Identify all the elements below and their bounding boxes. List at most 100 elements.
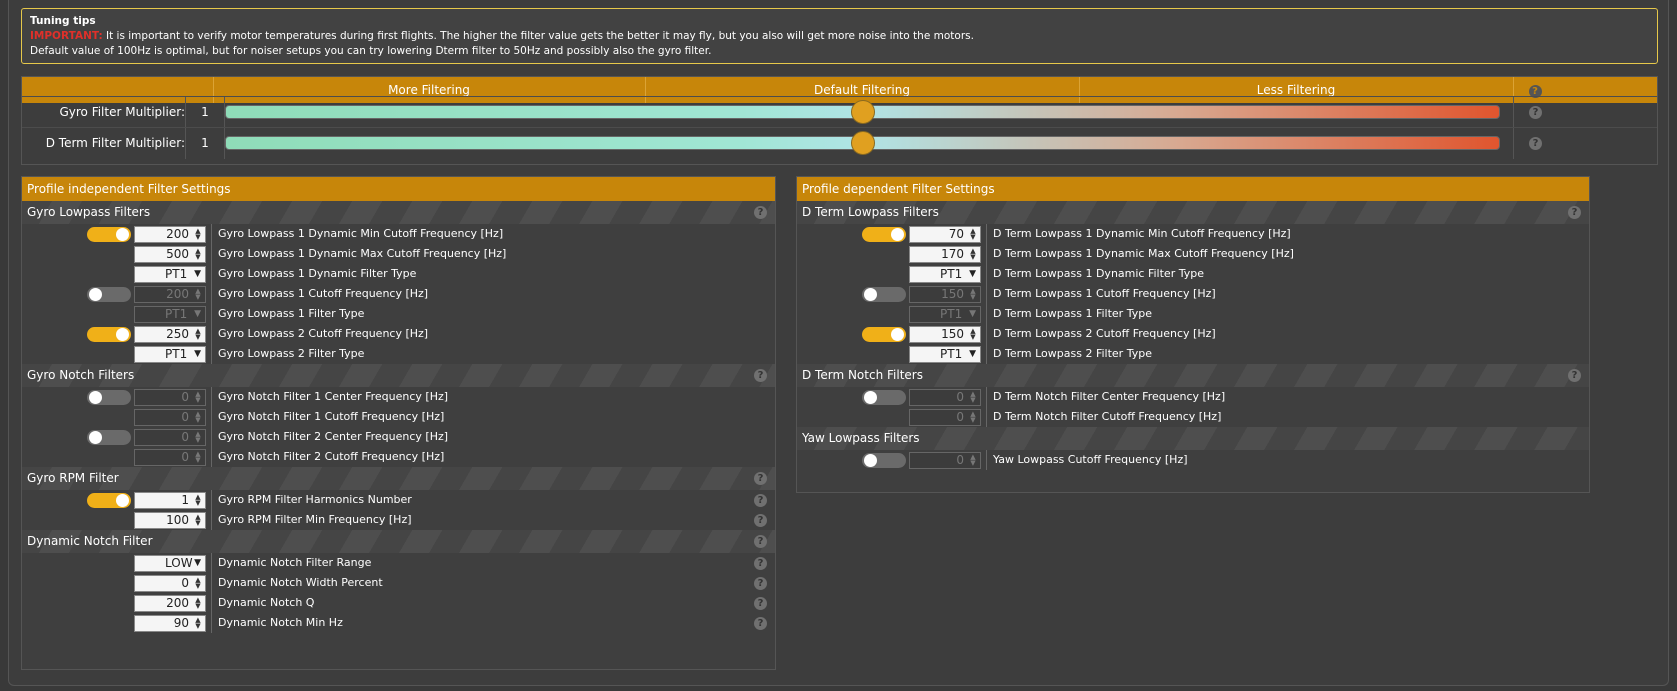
spinner-arrows-icon[interactable]: ▲ ▼ — [970, 247, 976, 261]
spinner-arrows-icon[interactable]: ▲ ▼ — [195, 227, 201, 241]
gyro-notch-number-input[interactable]: 0 ▲ ▼ — [134, 389, 206, 406]
gyro-notch-help-icon[interactable]: ? — [754, 369, 767, 382]
dterm-lowpass-number-input[interactable]: 150 ▲ ▼ — [909, 286, 981, 303]
spinner-arrows-icon[interactable]: ▲ ▼ — [195, 410, 201, 424]
dynamic-notch-help-icon[interactable]: ? — [754, 557, 767, 570]
input-value: 1 — [181, 493, 189, 507]
dterm-lowpass-toggle-switch[interactable] — [862, 327, 906, 342]
dynamic-notch-help-icon[interactable]: ? — [754, 535, 767, 548]
spinner-arrows-icon[interactable]: ▲ ▼ — [970, 327, 976, 341]
spinner-arrows-icon[interactable]: ▲ ▼ — [195, 287, 201, 301]
yaw-lowpass-number-input[interactable]: 0 ▲ ▼ — [909, 452, 981, 469]
dterm-multiplier-thumb[interactable] — [850, 131, 875, 155]
dterm-lowpass-filter-type-select[interactable]: PT1 ▼ — [909, 346, 981, 363]
gyro-multiplier-help-icon[interactable]: ? — [1513, 97, 1557, 128]
gyro-lowpass-row: PT1 ▼ Gyro Lowpass 2 Filter Type — [22, 344, 775, 364]
dterm-lowpass-number-input[interactable]: 70 ▲ ▼ — [909, 226, 981, 243]
dterm-multiplier-value: 1 — [185, 128, 225, 159]
gyro-notch-number-input[interactable]: 0 ▲ ▼ — [134, 449, 206, 466]
dynamic-notch-help-icon[interactable]: ? — [754, 597, 767, 610]
spinner-arrows-icon[interactable]: ▲ ▼ — [195, 247, 201, 261]
gyro-lowpass-filter-type-select[interactable]: PT1 ▼ — [134, 266, 206, 283]
input-value: 0 — [956, 410, 964, 424]
dterm-notch-toggle-switch[interactable] — [862, 390, 906, 405]
gyro-rpm-help-icon[interactable]: ? — [754, 494, 767, 507]
dynamic-notch-row: 90 ▲ ▼ Dynamic Notch Min Hz? — [22, 613, 775, 633]
gyro-notch-number-input[interactable]: 0 ▲ ▼ — [134, 429, 206, 446]
spinner-arrows-icon[interactable]: ▲ ▼ — [195, 327, 201, 341]
dropdown-arrow-icon: ▼ — [194, 269, 201, 279]
dterm-lowpass-title: D Term Lowpass Filters — [802, 205, 939, 219]
gyro-lowpass-help-icon[interactable]: ? — [754, 206, 767, 219]
gyro-rpm-help-icon[interactable]: ? — [754, 472, 767, 485]
spinner-arrows-icon[interactable]: ▲ ▼ — [970, 287, 976, 301]
gyro-lowpass-row: 250 ▲ ▼ Gyro Lowpass 2 Cutoff Frequency [Hz… — [22, 324, 775, 344]
gyro-lowpass-toggle-switch[interactable] — [87, 287, 131, 302]
important-label: IMPORTANT: — [30, 30, 103, 42]
spinner-arrows-icon[interactable]: ▲ ▼ — [195, 430, 201, 444]
dynamic-notch-number-input[interactable]: 200 ▲ ▼ — [134, 595, 206, 612]
spinner-arrows-icon[interactable]: ▲ ▼ — [970, 410, 976, 424]
spinner-arrows-icon[interactable]: ▲ ▼ — [195, 616, 201, 630]
gyro-lowpass-filter-type-select[interactable]: PT1 ▼ — [134, 306, 206, 323]
dterm-lowpass-number-input[interactable]: 150 ▲ ▼ — [909, 326, 981, 343]
gyro-lowpass-filter-type-select[interactable]: PT1 ▼ — [134, 346, 206, 363]
dynamic-notch-field-label: Dynamic Notch Min Hz — [211, 613, 343, 633]
gyro-notch-toggle-switch[interactable] — [87, 430, 131, 445]
gyro-rpm-row: 100 ▲ ▼ Gyro RPM Filter Min Frequency [Hz]? — [22, 510, 775, 530]
spinner-arrows-icon[interactable]: ▲ ▼ — [195, 450, 201, 464]
yaw-lowpass-toggle-switch[interactable] — [862, 453, 906, 468]
dterm-notch-number-input[interactable]: 0 ▲ ▼ — [909, 409, 981, 426]
select-value: PT1 — [165, 267, 188, 281]
gyro-lowpass-number-input[interactable]: 250 ▲ ▼ — [134, 326, 206, 343]
dterm-lowpass-filter-type-select[interactable]: PT1 ▼ — [909, 266, 981, 283]
spinner-arrows-icon[interactable]: ▲ ▼ — [970, 453, 976, 467]
dynamic-notch-number-input[interactable]: 0 ▲ ▼ — [134, 575, 206, 592]
select-value: PT1 — [940, 267, 963, 281]
spinner-arrows-icon[interactable]: ▲ ▼ — [970, 390, 976, 404]
dterm-notch-title: D Term Notch Filters — [802, 368, 923, 382]
dterm-multiplier-help-icon[interactable]: ? — [1513, 128, 1557, 159]
input-value: 500 — [166, 247, 189, 261]
spinner-arrows-icon[interactable]: ▲ ▼ — [195, 576, 201, 590]
gyro-lowpass-number-input[interactable]: 200 ▲ ▼ — [134, 286, 206, 303]
slider-help-icon[interactable]: ? — [1513, 77, 1557, 103]
dterm-lowpass-filter-type-select[interactable]: PT1 ▼ — [909, 306, 981, 323]
gyro-multiplier-thumb[interactable] — [850, 100, 875, 124]
gyro-multiplier-label: Gyro Filter Multiplier: — [59, 105, 185, 119]
dterm-notch-number-input[interactable]: 0 ▲ ▼ — [909, 389, 981, 406]
gyro-lowpass-number-input[interactable]: 500 ▲ ▼ — [134, 246, 206, 263]
dynamic-notch-help-icon[interactable]: ? — [754, 617, 767, 630]
spinner-arrows-icon[interactable]: ▲ ▼ — [195, 493, 201, 507]
dterm-lowpass-number-input[interactable]: 170 ▲ ▼ — [909, 246, 981, 263]
gyro-lowpass-toggle-switch[interactable] — [87, 327, 131, 342]
dterm-lowpass-row: PT1 ▼ D Term Lowpass 2 Filter Type — [797, 344, 1589, 364]
dterm-lowpass-toggle-switch[interactable] — [862, 287, 906, 302]
spinner-arrows-icon[interactable]: ▲ ▼ — [970, 227, 976, 241]
dropdown-arrow-icon: ▼ — [969, 269, 976, 279]
dterm-notch-help-icon[interactable]: ? — [1568, 369, 1581, 382]
spinner-arrows-icon[interactable]: ▲ ▼ — [195, 513, 201, 527]
gyro-notch-toggle-switch[interactable] — [87, 390, 131, 405]
gyro-lowpass-number-input[interactable]: 200 ▲ ▼ — [134, 226, 206, 243]
dropdown-arrow-icon: ▼ — [194, 349, 201, 359]
gyro-rpm-number-input[interactable]: 1 ▲ ▼ — [134, 492, 206, 509]
input-value: 170 — [941, 247, 964, 261]
input-value: 200 — [166, 227, 189, 241]
spinner-arrows-icon[interactable]: ▲ ▼ — [195, 596, 201, 610]
dterm-multiplier-row: D Term Filter Multiplier: 1 ? — [22, 127, 1657, 159]
gyro-lowpass-toggle-switch[interactable] — [87, 227, 131, 242]
dterm-lowpass-help-icon[interactable]: ? — [1568, 206, 1581, 219]
gyro-rpm-toggle-switch[interactable] — [87, 493, 131, 508]
spinner-arrows-icon[interactable]: ▲ ▼ — [195, 390, 201, 404]
select-value: PT1 — [165, 347, 188, 361]
dynamic-notch-help-icon[interactable]: ? — [754, 577, 767, 590]
gyro-rpm-number-input[interactable]: 100 ▲ ▼ — [134, 512, 206, 529]
dynamic-notch-filter-type-select[interactable]: LOW ▼ — [134, 555, 206, 572]
dynamic-notch-number-input[interactable]: 90 ▲ ▼ — [134, 615, 206, 632]
gyro-notch-number-input[interactable]: 0 ▲ ▼ — [134, 409, 206, 426]
dterm-lowpass-toggle-switch[interactable] — [862, 227, 906, 242]
dterm-lowpass-header: D Term Lowpass Filters? — [797, 201, 1589, 224]
dterm-lowpass-field-label: D Term Lowpass 1 Dynamic Max Cutoff Freq… — [986, 244, 1294, 264]
gyro-rpm-help-icon[interactable]: ? — [754, 514, 767, 527]
